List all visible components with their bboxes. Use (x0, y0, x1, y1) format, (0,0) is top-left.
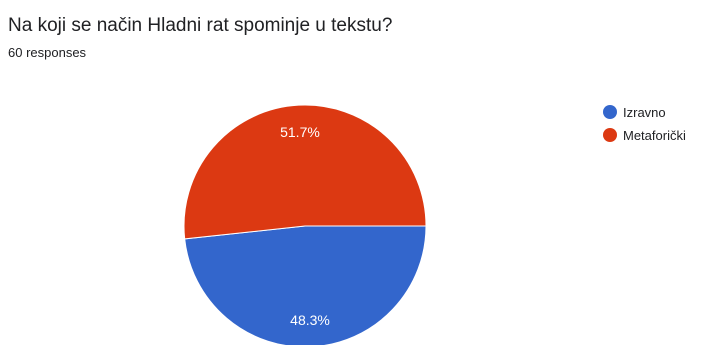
legend-swatch-izravno (603, 105, 617, 119)
pie-slice-1[interactable] (183, 104, 427, 240)
response-count: 60 responses (8, 45, 87, 60)
question-title: Na koji se način Hladni rat spominje u t… (8, 15, 393, 36)
legend-item-metaforicki[interactable]: Metaforički (603, 125, 686, 145)
legend-swatch-metaforicki (603, 128, 617, 142)
pie-slice-0[interactable] (184, 225, 427, 345)
legend-label-izravno: Izravno (623, 104, 666, 120)
chart-legend: Izravno Metaforički (603, 102, 686, 148)
legend-label-metaforicki: Metaforički (623, 127, 686, 143)
pie-slice-label-1: 51.7% (280, 124, 320, 140)
legend-item-izravno[interactable]: Izravno (603, 102, 686, 122)
pie-slice-label-0: 48.3% (290, 312, 330, 328)
